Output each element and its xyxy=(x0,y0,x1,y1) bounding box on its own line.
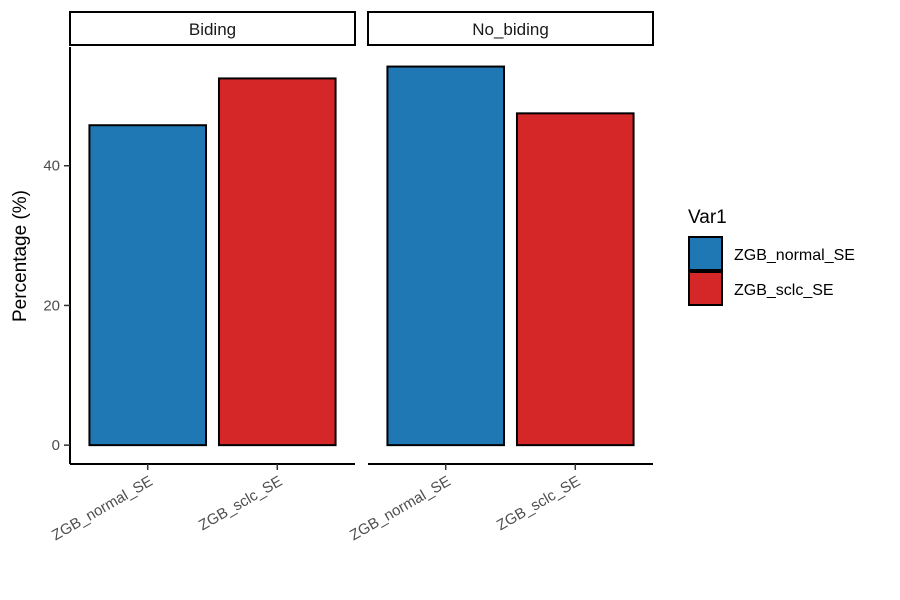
x-tick-label: ZGB_sclc_SE xyxy=(196,473,285,534)
bar-biding-zgb_sclc_se xyxy=(217,77,337,447)
legend-label: ZGB_normal_SE xyxy=(734,247,855,264)
y-axis-title: Percentage (%) xyxy=(10,190,31,322)
bar-no_biding-zgb_normal_se xyxy=(386,65,506,447)
facet-strip-label: Biding xyxy=(189,20,236,39)
bar-biding-zgb_normal_se xyxy=(88,124,208,447)
legend-swatch-zgb_normal_se xyxy=(688,236,723,271)
y-tick-label: 40 xyxy=(43,158,60,175)
facet-panel-no_biding: No_biding ZGB_normal_SE ZGB_sclc_SE xyxy=(347,11,654,544)
x-tick-label: ZGB_normal_SE xyxy=(347,473,454,544)
facet-strip-label: No_biding xyxy=(472,20,549,39)
facet-panels: Biding ZGB_normal_SE ZGB_sclc_SE No_biding Z… xyxy=(49,11,654,544)
facet-strip xyxy=(367,11,654,46)
y-tick-label: 20 xyxy=(43,297,60,314)
bar-no_biding-zgb_sclc_se xyxy=(515,112,635,447)
y-axis: 0 20 40 xyxy=(43,47,71,464)
legend-label: ZGB_sclc_SE xyxy=(734,282,834,299)
facet-panel-biding: Biding ZGB_normal_SE ZGB_sclc_SE xyxy=(49,11,356,544)
legend-swatch-zgb_sclc_se xyxy=(688,271,723,306)
x-tick-label: ZGB_sclc_SE xyxy=(494,473,583,534)
legend-items: ZGB_normal_SE ZGB_sclc_SE xyxy=(688,236,855,306)
x-tick-label: ZGB_normal_SE xyxy=(49,473,156,544)
facet-strip xyxy=(69,11,356,46)
legend-title: Var1 xyxy=(688,207,727,228)
legend: Var1 ZGB_normal_SE ZGB_sclc_SE xyxy=(688,207,855,306)
y-tick-label: 0 xyxy=(52,437,60,454)
